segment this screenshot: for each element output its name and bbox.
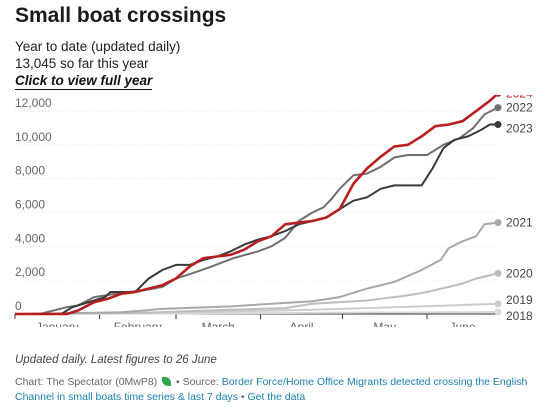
series-label-2023: 2023 — [506, 122, 533, 136]
series-line-2021 — [14, 221, 499, 315]
crossings-line-chart: 0 2,000 4,000 6,000 8,000 10,000 12,000 January… — [14, 95, 533, 327]
x-tick-label: January — [36, 320, 79, 327]
series-line-2022 — [15, 106, 499, 315]
gridlines — [15, 110, 498, 315]
update-note: Updated daily. Latest figures to 26 June — [15, 354, 217, 366]
y-tick-label: 0 — [15, 299, 22, 313]
series-label-2024: 2024 — [506, 95, 533, 100]
series-line-2023 — [15, 123, 498, 315]
series-endpoint-2020 — [494, 269, 502, 277]
view-full-year-toggle[interactable]: Click to view full year — [15, 73, 153, 90]
y-tick-label: 8,000 — [15, 164, 45, 178]
source-link[interactable]: Border Force/Home Office Migrants detect… — [15, 376, 528, 403]
y-tick-label: 2,000 — [15, 265, 45, 279]
ytd-total-text: 13,045 so far this year — [15, 56, 149, 71]
x-tick-label: May — [373, 320, 396, 327]
y-tick-label: 6,000 — [15, 198, 45, 212]
y-tick-label: 10,000 — [15, 130, 52, 144]
series-endpoint-2022 — [494, 104, 502, 112]
series-label-2022: 2022 — [506, 101, 533, 115]
series-endpoint-2024 — [494, 95, 502, 97]
y-tick-label: 12,000 — [15, 96, 52, 110]
series-lines — [14, 95, 502, 316]
chart-title: Small boat crossings — [15, 4, 227, 27]
datawrapper-leaf-icon — [162, 377, 172, 386]
series-endpoint-2019 — [494, 300, 502, 308]
chart-credit: Chart: The Spectator (0MwP8) • Source: B… — [15, 376, 528, 403]
series-line-2020 — [14, 272, 499, 315]
series-label-2018: 2018 — [506, 309, 533, 323]
series-endpoint-2021 — [494, 219, 502, 227]
series-label-2019: 2019 — [506, 293, 533, 307]
x-tick-label: April — [290, 320, 314, 327]
x-tick-label: February — [114, 320, 162, 327]
chart-subtitle: Year to date (updated daily) — [15, 39, 181, 54]
series-line-2024 — [15, 95, 499, 316]
x-tick-label: June — [450, 320, 476, 327]
get-data-link[interactable]: Get the data — [247, 391, 306, 403]
source-prefix: • Source: — [176, 376, 219, 388]
series-label-2021: 2021 — [506, 216, 533, 230]
x-tick-label: March — [202, 320, 235, 327]
series-label-2020: 2020 — [506, 266, 533, 280]
series-labels: 2018 2019 2020 2021 2022 2023 2024 — [506, 95, 533, 323]
y-tick-label: 4,000 — [15, 231, 45, 245]
series-endpoint-2018 — [494, 308, 502, 316]
credit-text: Chart: The Spectator (0MwP8) — [15, 376, 158, 388]
series-endpoint-2023 — [494, 121, 502, 129]
